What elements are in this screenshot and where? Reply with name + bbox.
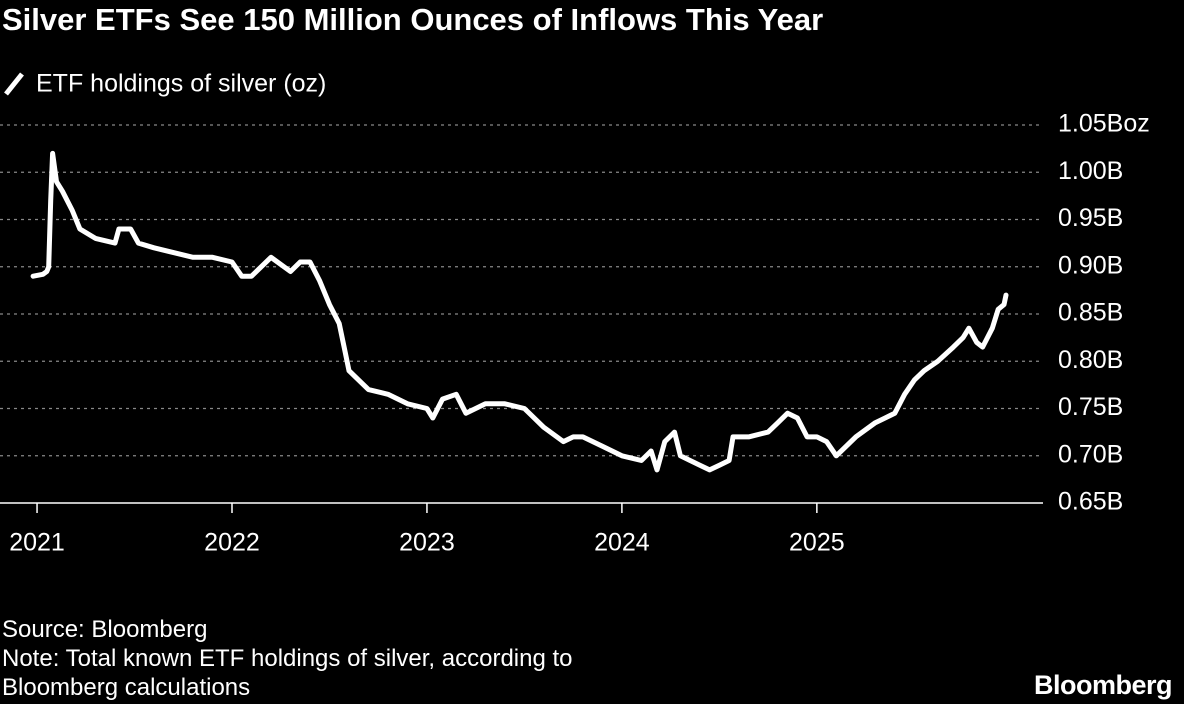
- x-tick-label: 2025: [789, 529, 845, 557]
- y-tick-label: 1.00B: [1058, 157, 1123, 185]
- logo: Bloomberg: [1033, 670, 1173, 700]
- x-tick-label: 2022: [204, 529, 260, 557]
- y-tick-label: 0.75B: [1058, 393, 1123, 421]
- legend-label: ETF holdings of silver (oz): [36, 70, 326, 98]
- y-tick-label: 1.05Boz: [1058, 110, 1150, 138]
- y-tick-label: 0.90B: [1058, 251, 1123, 279]
- x-tick-label: 2021: [9, 529, 65, 557]
- chart: Silver ETFs See 150 Million Ounces of In…: [0, 2, 1150, 557]
- source: Source: Bloomberg: [2, 616, 208, 643]
- x-tick-label: 2023: [399, 529, 455, 557]
- y-tick-label: 0.95B: [1058, 204, 1123, 232]
- y-tick-label: 0.85B: [1058, 299, 1123, 327]
- x-tick-label: 2024: [594, 529, 650, 557]
- data-line: [30, 150, 1009, 473]
- chart-title: Silver ETFs See 150 Million Ounces of In…: [2, 2, 823, 37]
- y-tick-label: 0.65B: [1058, 488, 1123, 516]
- y-tick-label: 0.80B: [1058, 346, 1123, 374]
- y-tick-label: 0.70B: [1058, 440, 1123, 468]
- legend-swatch: [4, 72, 24, 96]
- note: Note: Total known ETF holdings of silver…: [2, 645, 573, 701]
